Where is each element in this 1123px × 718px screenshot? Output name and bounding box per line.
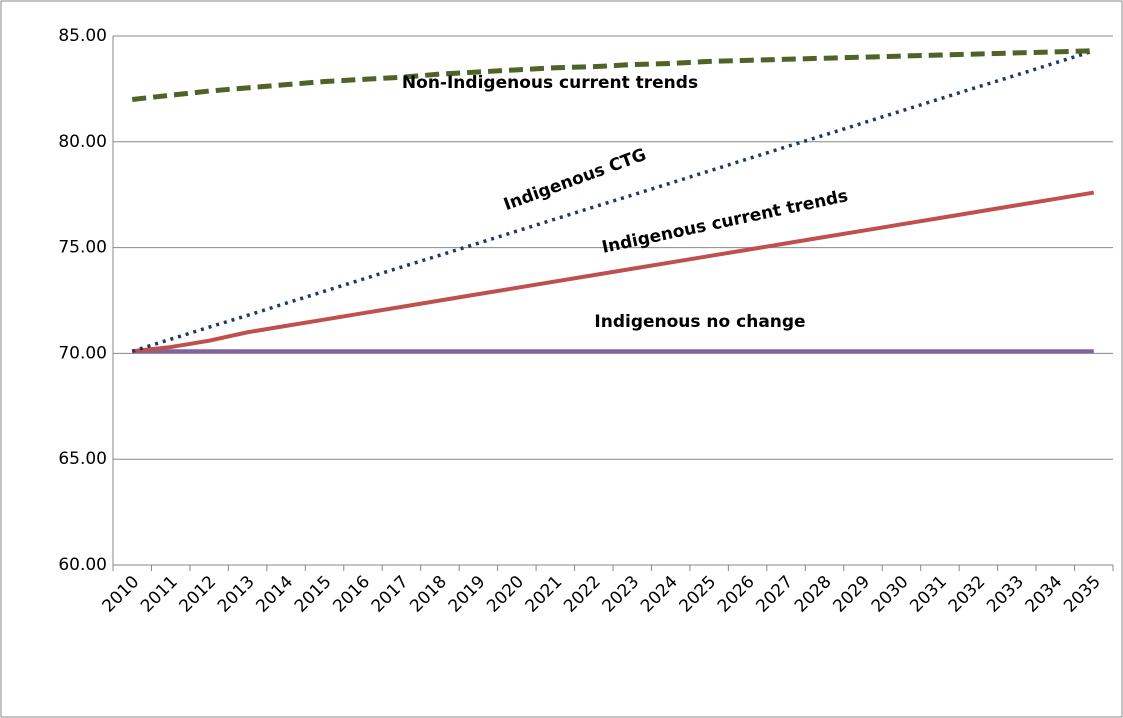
y-tick-label: 65.00: [58, 449, 107, 469]
series-label: Indigenous no change: [594, 312, 805, 332]
series-line: [131, 48, 1094, 102]
y-tick-label: 75.00: [58, 238, 107, 258]
y-tick-label: 70.00: [58, 343, 107, 363]
y-tick-label: 80.00: [58, 132, 107, 152]
y-tick-label: 60.00: [58, 555, 107, 575]
y-tick-label: 85.00: [58, 26, 107, 46]
series-line: [132, 190, 1095, 354]
series-label: Non-Indigenous current trends: [402, 73, 698, 93]
